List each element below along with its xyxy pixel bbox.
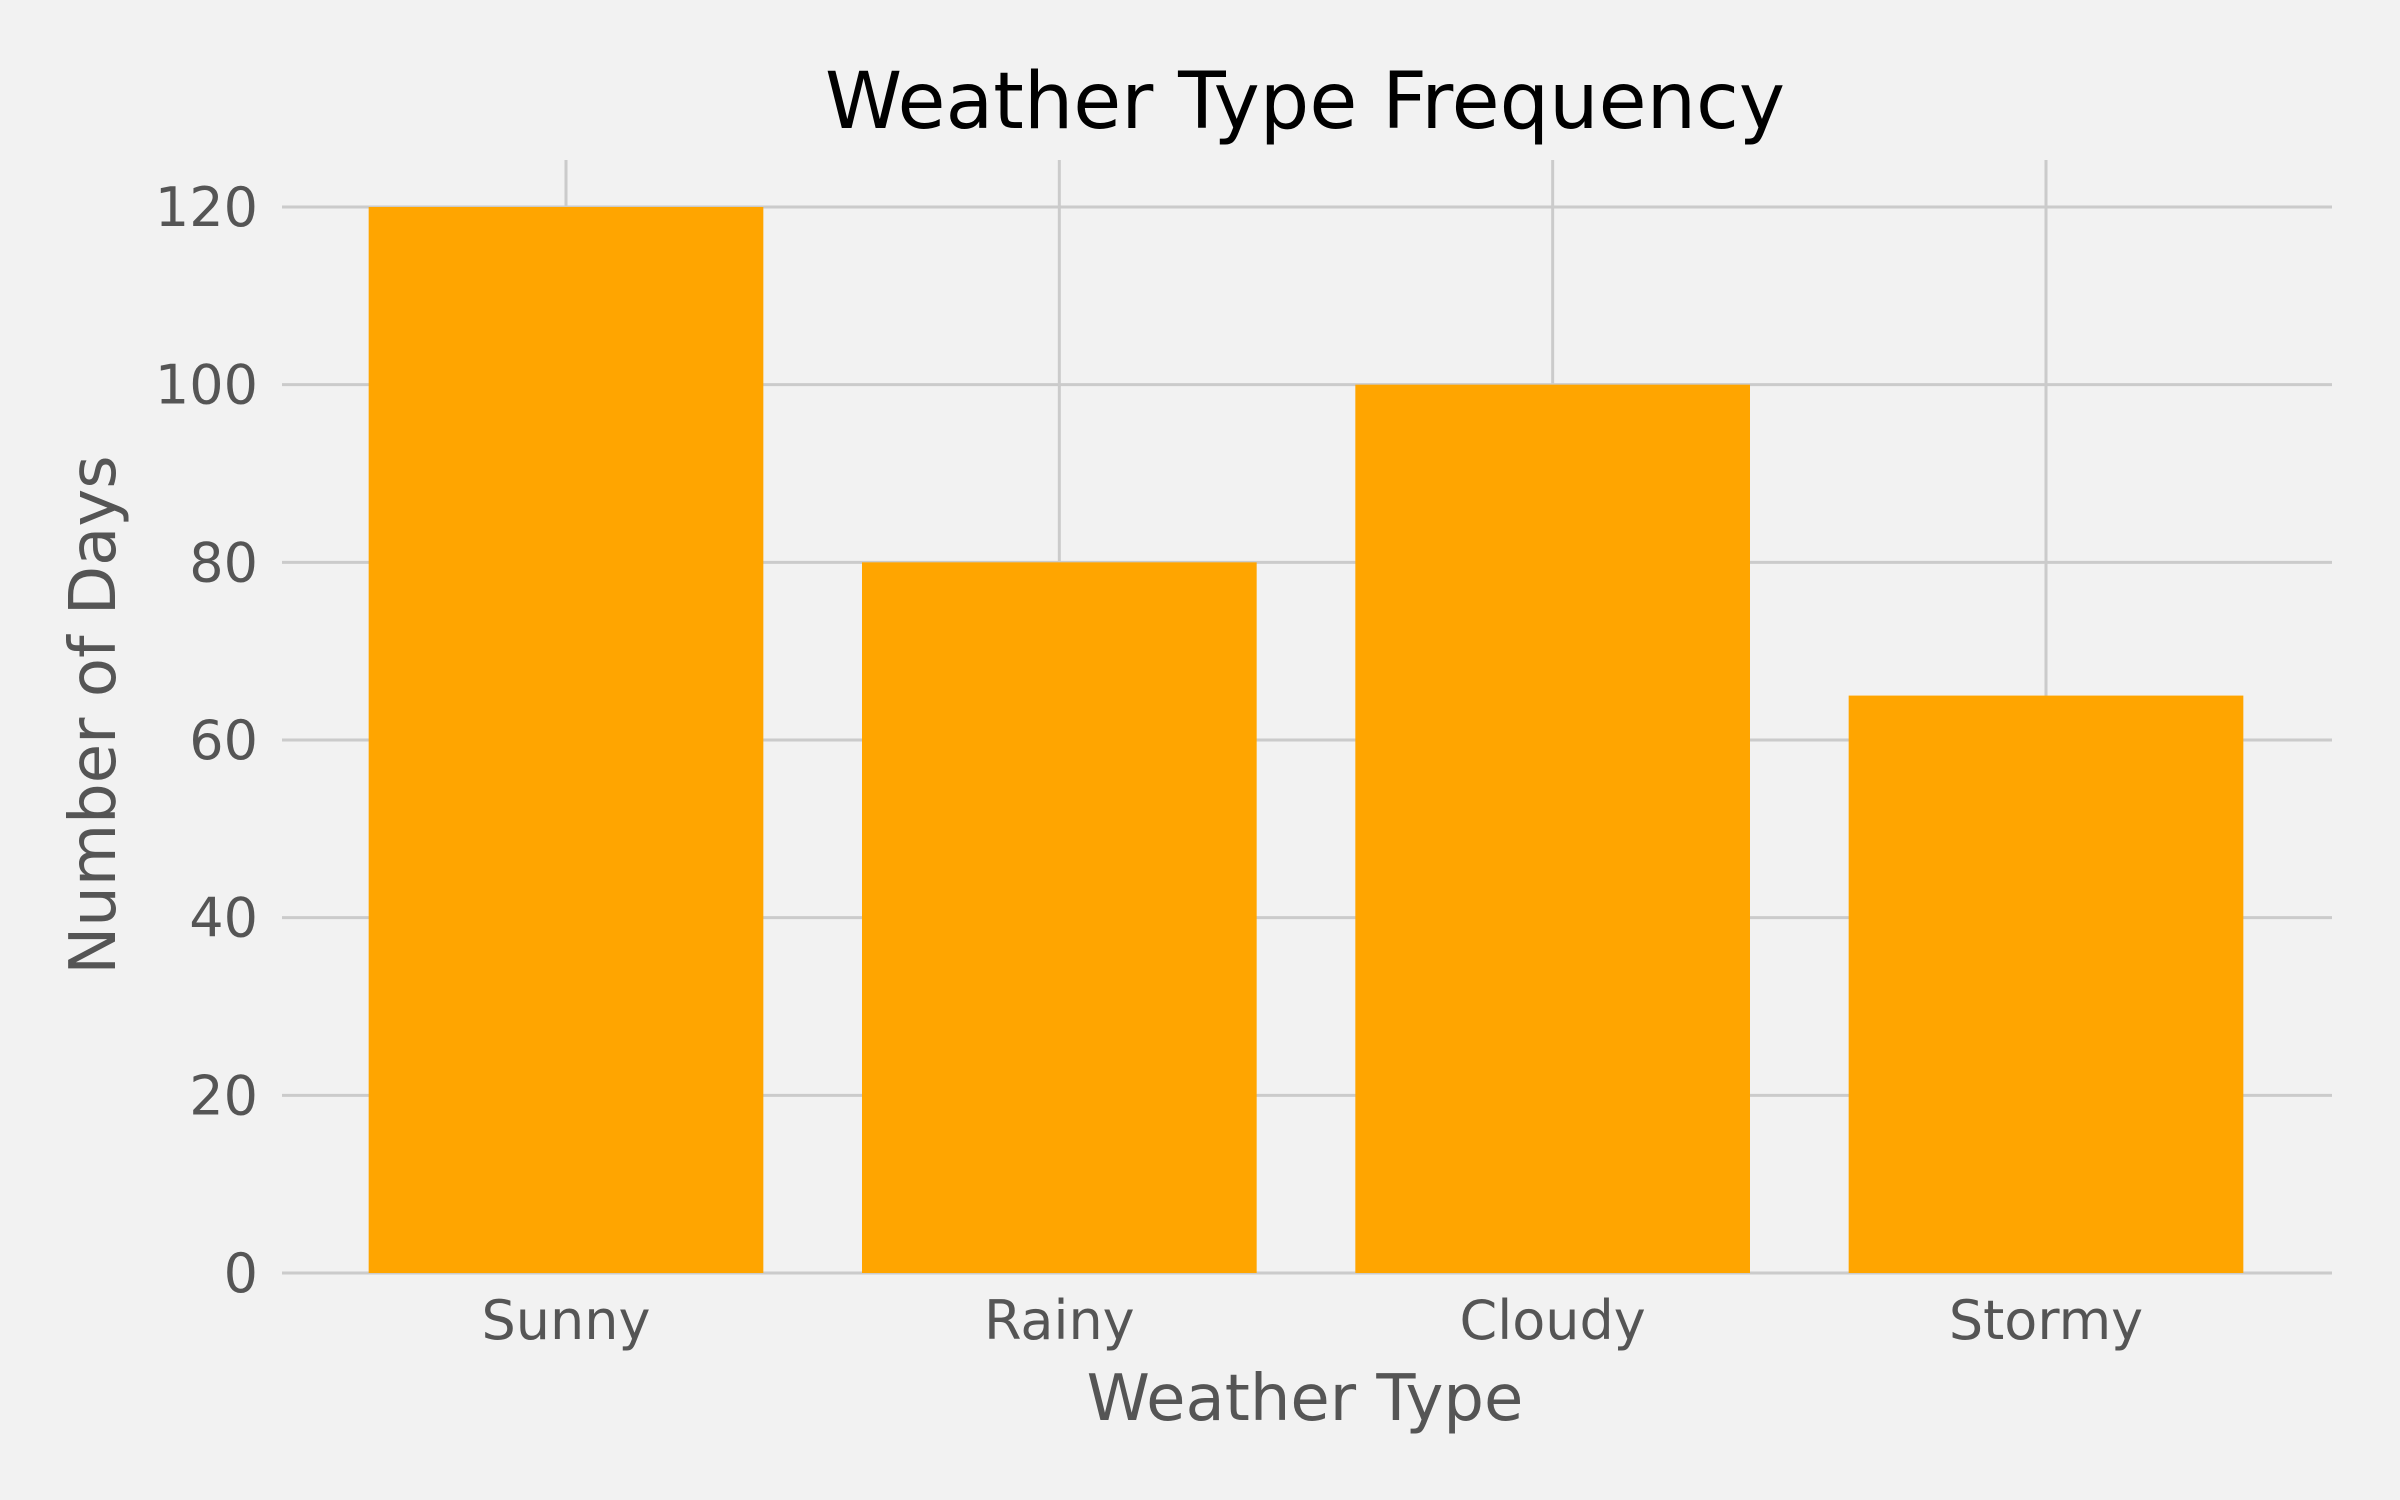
bar-cloudy <box>1355 384 1750 1274</box>
y-tick-labels: 0 20 40 60 80 100 120 <box>155 176 258 1305</box>
x-tick-label: Rainy <box>984 1289 1135 1352</box>
y-tick-label: 120 <box>155 176 258 239</box>
x-axis-label: Weather Type <box>1087 1362 1524 1436</box>
x-tick-label: Sunny <box>482 1289 651 1352</box>
chart-title: Weather Type Frequency <box>825 57 1785 147</box>
y-tick-label: 60 <box>189 709 258 772</box>
bars <box>368 207 2244 1274</box>
y-tick-label: 100 <box>155 354 258 417</box>
y-tick-label: 20 <box>189 1064 258 1127</box>
x-tick-label: Cloudy <box>1460 1289 1646 1352</box>
y-tick-label: 0 <box>224 1242 258 1305</box>
y-tick-label: 80 <box>189 531 258 594</box>
x-tick-labels: Sunny Rainy Cloudy Stormy <box>482 1289 2144 1352</box>
bar-stormy <box>1848 695 2244 1273</box>
y-axis-label: Number of Days <box>57 455 131 974</box>
y-tick-label: 40 <box>189 887 258 950</box>
bar-sunny <box>368 207 764 1273</box>
x-tick-label: Stormy <box>1949 1289 2143 1352</box>
bar-rainy <box>862 562 1257 1273</box>
